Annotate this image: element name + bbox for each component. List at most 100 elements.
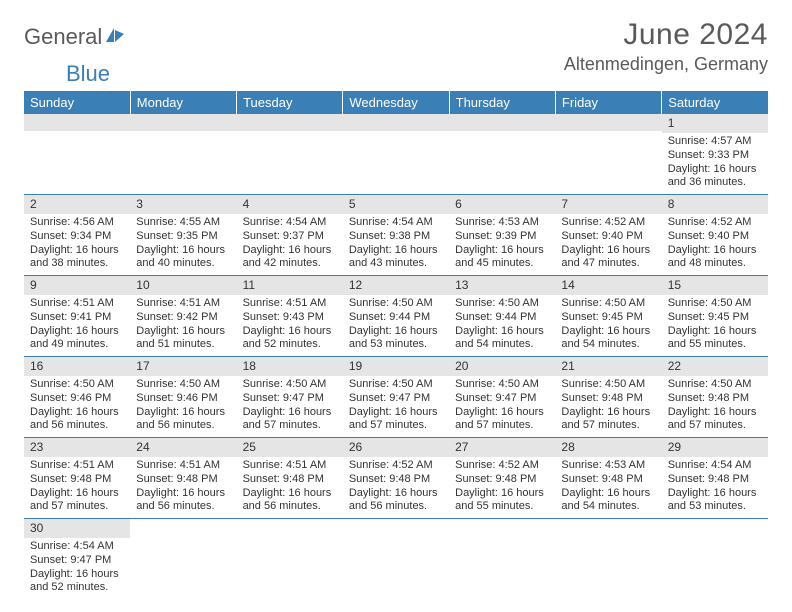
sunrise-text: Sunrise: 4:50 AM (561, 378, 655, 392)
calendar-cell (130, 114, 236, 195)
sunset-text: Sunset: 9:48 PM (668, 392, 762, 406)
sunrise-text: Sunrise: 4:50 AM (455, 378, 549, 392)
day-number (555, 519, 661, 536)
day-content: Sunrise: 4:56 AMSunset: 9:34 PMDaylight:… (24, 214, 130, 275)
calendar-row: 2Sunrise: 4:56 AMSunset: 9:34 PMDaylight… (24, 195, 768, 276)
day-number: 13 (449, 276, 555, 295)
calendar-cell: 16Sunrise: 4:50 AMSunset: 9:46 PMDayligh… (24, 357, 130, 438)
sunset-text: Sunset: 9:44 PM (455, 311, 549, 325)
sunrise-text: Sunrise: 4:53 AM (455, 216, 549, 230)
sunset-text: Sunset: 9:47 PM (243, 392, 337, 406)
day-number: 11 (237, 276, 343, 295)
day-content: Sunrise: 4:55 AMSunset: 9:35 PMDaylight:… (130, 214, 236, 275)
calendar-cell: 13Sunrise: 4:50 AMSunset: 9:44 PMDayligh… (449, 276, 555, 357)
day-number (343, 114, 449, 131)
calendar-cell (237, 114, 343, 195)
day-content: Sunrise: 4:53 AMSunset: 9:48 PMDaylight:… (555, 457, 661, 518)
day-number: 14 (555, 276, 661, 295)
day-content: Sunrise: 4:50 AMSunset: 9:47 PMDaylight:… (449, 376, 555, 437)
weekday-header: Sunday (24, 91, 130, 114)
sunset-text: Sunset: 9:48 PM (668, 473, 762, 487)
sunrise-text: Sunrise: 4:51 AM (243, 459, 337, 473)
day-content: Sunrise: 4:51 AMSunset: 9:48 PMDaylight:… (24, 457, 130, 518)
sunset-text: Sunset: 9:48 PM (349, 473, 443, 487)
calendar-cell: 10Sunrise: 4:51 AMSunset: 9:42 PMDayligh… (130, 276, 236, 357)
day-content: Sunrise: 4:52 AMSunset: 9:40 PMDaylight:… (662, 214, 768, 275)
sunset-text: Sunset: 9:38 PM (349, 230, 443, 244)
daylight-text: Daylight: 16 hours and 42 minutes. (243, 244, 337, 272)
calendar-cell (130, 519, 236, 600)
sunrise-text: Sunrise: 4:52 AM (455, 459, 549, 473)
calendar-cell: 26Sunrise: 4:52 AMSunset: 9:48 PMDayligh… (343, 438, 449, 519)
calendar-cell: 27Sunrise: 4:52 AMSunset: 9:48 PMDayligh… (449, 438, 555, 519)
day-number: 6 (449, 195, 555, 214)
sunset-text: Sunset: 9:45 PM (668, 311, 762, 325)
day-content: Sunrise: 4:52 AMSunset: 9:40 PMDaylight:… (555, 214, 661, 275)
calendar-cell: 3Sunrise: 4:55 AMSunset: 9:35 PMDaylight… (130, 195, 236, 276)
day-content: Sunrise: 4:54 AMSunset: 9:48 PMDaylight:… (662, 457, 768, 518)
daylight-text: Daylight: 16 hours and 55 minutes. (455, 487, 549, 515)
sunset-text: Sunset: 9:37 PM (243, 230, 337, 244)
day-content: Sunrise: 4:50 AMSunset: 9:48 PMDaylight:… (662, 376, 768, 437)
daylight-text: Daylight: 16 hours and 48 minutes. (668, 244, 762, 272)
calendar-row: 9Sunrise: 4:51 AMSunset: 9:41 PMDaylight… (24, 276, 768, 357)
calendar-page: General June 2024 Altenmedingen, Germany… (0, 0, 792, 609)
sunrise-text: Sunrise: 4:51 AM (30, 459, 124, 473)
day-number (662, 519, 768, 536)
sunrise-text: Sunrise: 4:53 AM (561, 459, 655, 473)
calendar-cell: 28Sunrise: 4:53 AMSunset: 9:48 PMDayligh… (555, 438, 661, 519)
day-number: 9 (24, 276, 130, 295)
day-number: 24 (130, 438, 236, 457)
calendar-cell: 4Sunrise: 4:54 AMSunset: 9:37 PMDaylight… (237, 195, 343, 276)
day-content: Sunrise: 4:54 AMSunset: 9:38 PMDaylight:… (343, 214, 449, 275)
sunset-text: Sunset: 9:39 PM (455, 230, 549, 244)
calendar-row: 23Sunrise: 4:51 AMSunset: 9:48 PMDayligh… (24, 438, 768, 519)
sunrise-text: Sunrise: 4:52 AM (561, 216, 655, 230)
day-number (237, 114, 343, 131)
daylight-text: Daylight: 16 hours and 53 minutes. (349, 325, 443, 353)
daylight-text: Daylight: 16 hours and 56 minutes. (136, 487, 230, 515)
day-content: Sunrise: 4:54 AMSunset: 9:37 PMDaylight:… (237, 214, 343, 275)
sunrise-text: Sunrise: 4:54 AM (668, 459, 762, 473)
day-content: Sunrise: 4:51 AMSunset: 9:48 PMDaylight:… (237, 457, 343, 518)
day-number: 1 (662, 114, 768, 133)
day-number: 2 (24, 195, 130, 214)
daylight-text: Daylight: 16 hours and 55 minutes. (668, 325, 762, 353)
weekday-header-row: Sunday Monday Tuesday Wednesday Thursday… (24, 91, 768, 114)
day-content: Sunrise: 4:50 AMSunset: 9:46 PMDaylight:… (130, 376, 236, 437)
sunset-text: Sunset: 9:47 PM (30, 554, 124, 568)
day-number: 16 (24, 357, 130, 376)
calendar-cell: 17Sunrise: 4:50 AMSunset: 9:46 PMDayligh… (130, 357, 236, 438)
sunset-text: Sunset: 9:48 PM (243, 473, 337, 487)
day-content: Sunrise: 4:54 AMSunset: 9:47 PMDaylight:… (24, 538, 130, 599)
weekday-header: Wednesday (343, 91, 449, 114)
calendar-cell: 6Sunrise: 4:53 AMSunset: 9:39 PMDaylight… (449, 195, 555, 276)
day-content: Sunrise: 4:52 AMSunset: 9:48 PMDaylight:… (449, 457, 555, 518)
daylight-text: Daylight: 16 hours and 53 minutes. (668, 487, 762, 515)
sunset-text: Sunset: 9:47 PM (455, 392, 549, 406)
day-content: Sunrise: 4:50 AMSunset: 9:45 PMDaylight:… (662, 295, 768, 356)
day-number (237, 519, 343, 536)
sunset-text: Sunset: 9:42 PM (136, 311, 230, 325)
daylight-text: Daylight: 16 hours and 51 minutes. (136, 325, 230, 353)
sunset-text: Sunset: 9:47 PM (349, 392, 443, 406)
day-content: Sunrise: 4:50 AMSunset: 9:46 PMDaylight:… (24, 376, 130, 437)
daylight-text: Daylight: 16 hours and 43 minutes. (349, 244, 443, 272)
day-number: 19 (343, 357, 449, 376)
day-number: 21 (555, 357, 661, 376)
sunset-text: Sunset: 9:40 PM (561, 230, 655, 244)
day-content: Sunrise: 4:50 AMSunset: 9:47 PMDaylight:… (237, 376, 343, 437)
calendar-cell (449, 114, 555, 195)
day-number: 25 (237, 438, 343, 457)
calendar-table: Sunday Monday Tuesday Wednesday Thursday… (24, 91, 768, 599)
sunrise-text: Sunrise: 4:55 AM (136, 216, 230, 230)
calendar-cell: 18Sunrise: 4:50 AMSunset: 9:47 PMDayligh… (237, 357, 343, 438)
calendar-cell: 12Sunrise: 4:50 AMSunset: 9:44 PMDayligh… (343, 276, 449, 357)
day-content: Sunrise: 4:51 AMSunset: 9:43 PMDaylight:… (237, 295, 343, 356)
sunset-text: Sunset: 9:48 PM (455, 473, 549, 487)
calendar-cell: 7Sunrise: 4:52 AMSunset: 9:40 PMDaylight… (555, 195, 661, 276)
sunrise-text: Sunrise: 4:51 AM (243, 297, 337, 311)
sunrise-text: Sunrise: 4:50 AM (561, 297, 655, 311)
day-number: 10 (130, 276, 236, 295)
calendar-cell: 15Sunrise: 4:50 AMSunset: 9:45 PMDayligh… (662, 276, 768, 357)
